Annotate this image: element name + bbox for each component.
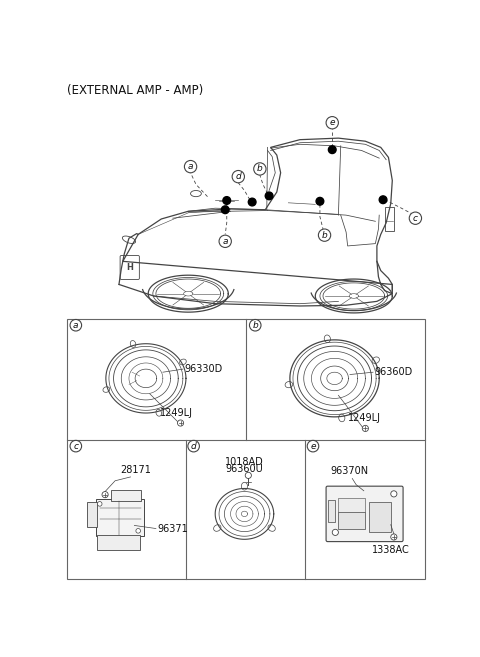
Bar (338, 498, 365, 512)
Circle shape (265, 192, 273, 200)
Circle shape (316, 197, 324, 205)
Circle shape (250, 319, 261, 331)
Bar (86, 503, 97, 527)
Text: H: H (126, 263, 133, 272)
Bar (111, 490, 141, 501)
Text: e: e (329, 118, 335, 127)
Bar (67, 319, 425, 579)
Ellipse shape (122, 236, 135, 244)
Text: a: a (73, 321, 79, 330)
Circle shape (136, 528, 141, 533)
Circle shape (70, 319, 82, 331)
Circle shape (70, 440, 82, 452)
Bar (369, 501, 391, 532)
Text: e: e (310, 442, 316, 451)
FancyBboxPatch shape (326, 486, 403, 541)
Circle shape (248, 198, 256, 206)
Text: d: d (235, 172, 241, 181)
Circle shape (254, 163, 266, 175)
Ellipse shape (324, 335, 330, 343)
Circle shape (409, 212, 421, 225)
Ellipse shape (191, 191, 201, 196)
Circle shape (102, 491, 108, 498)
Circle shape (245, 472, 252, 478)
Text: d: d (191, 442, 196, 451)
Ellipse shape (156, 409, 162, 416)
Ellipse shape (339, 414, 345, 422)
Text: 96370N: 96370N (331, 466, 369, 476)
Circle shape (219, 235, 231, 248)
Ellipse shape (130, 340, 136, 348)
Bar (96, 499, 144, 536)
Text: 96360D: 96360D (374, 367, 413, 377)
Bar (384, 208, 394, 231)
Text: 96360U: 96360U (225, 464, 263, 474)
Bar (97, 535, 140, 550)
Text: b: b (322, 231, 327, 240)
Circle shape (326, 116, 338, 129)
Circle shape (332, 530, 338, 535)
Circle shape (184, 160, 197, 173)
Text: 28171: 28171 (120, 464, 151, 474)
Ellipse shape (268, 525, 276, 532)
Circle shape (188, 440, 199, 452)
Text: 96371: 96371 (157, 524, 188, 533)
Text: a: a (188, 162, 193, 171)
Ellipse shape (214, 525, 221, 532)
Circle shape (178, 420, 184, 426)
Circle shape (232, 170, 244, 183)
Circle shape (307, 440, 319, 452)
Circle shape (328, 146, 336, 154)
Ellipse shape (180, 359, 186, 365)
Text: c: c (413, 214, 418, 223)
Circle shape (223, 196, 230, 204)
Circle shape (97, 501, 102, 506)
Bar (338, 512, 365, 530)
Circle shape (391, 491, 397, 497)
Text: 1249LJ: 1249LJ (160, 408, 193, 418)
Bar (328, 500, 336, 522)
Ellipse shape (241, 482, 248, 490)
Text: a: a (222, 237, 228, 246)
Circle shape (379, 196, 387, 204)
Text: b: b (257, 164, 263, 173)
Text: 1018AD: 1018AD (225, 457, 264, 466)
Circle shape (318, 229, 331, 241)
Ellipse shape (285, 382, 293, 388)
Text: 1249LJ: 1249LJ (348, 413, 382, 423)
Circle shape (362, 425, 369, 432)
Text: b: b (252, 321, 258, 330)
Circle shape (221, 206, 229, 214)
Circle shape (391, 534, 397, 540)
Text: 1338AC: 1338AC (372, 545, 410, 555)
Text: c: c (73, 442, 78, 451)
Text: (EXTERNAL AMP - AMP): (EXTERNAL AMP - AMP) (67, 84, 204, 97)
Text: 96330D: 96330D (184, 364, 223, 374)
FancyBboxPatch shape (120, 256, 139, 279)
Ellipse shape (103, 387, 110, 392)
Ellipse shape (372, 357, 379, 363)
